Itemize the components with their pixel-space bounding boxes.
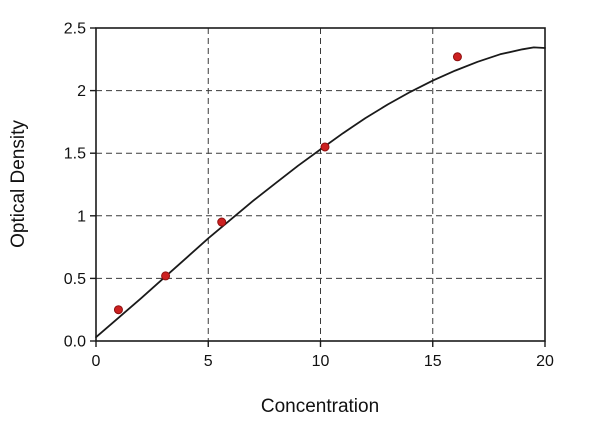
tick-label-layer: 0 5 10 15 20 0.0 0.5 1 1.5 2 2.5 (64, 21, 554, 371)
x-tick-label: 0 (92, 353, 101, 370)
data-point-marker (452, 52, 462, 62)
grid-layer (96, 28, 545, 341)
y-tick-label: 2.5 (64, 21, 86, 38)
data-point-marker (113, 305, 123, 315)
plot-border (95, 27, 546, 342)
x-axis-label: Concentration (261, 396, 379, 417)
x-tick-label: 20 (536, 353, 554, 370)
y-tick-label: 2 (77, 83, 86, 100)
data-point-marker (161, 271, 171, 281)
y-tick-label: 0.0 (64, 334, 86, 351)
y-tick-label: 1.5 (64, 146, 86, 163)
y-tick-label: 0.5 (64, 271, 86, 288)
y-axis-label: Optical Density (8, 120, 29, 248)
data-point-marker (217, 217, 227, 227)
x-tick-label: 5 (204, 353, 213, 370)
fitted-curve-line (95, 46, 546, 339)
tick-layer (90, 27, 546, 347)
series-layer (95, 46, 546, 339)
y-tick-label: 1 (77, 208, 86, 225)
x-tick-label: 15 (424, 353, 442, 370)
data-point-marker (320, 142, 330, 152)
x-tick-label: 10 (312, 353, 330, 370)
plot-frame (95, 27, 546, 342)
